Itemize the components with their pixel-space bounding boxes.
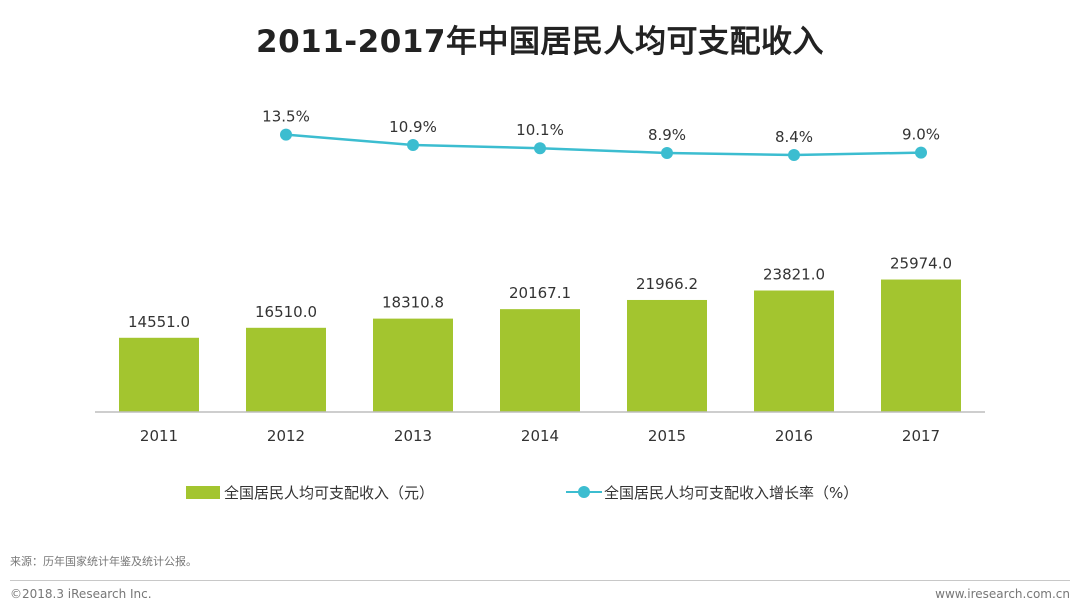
- bar-label-2015: 21966.2: [636, 275, 698, 293]
- x-tick-2016: 2016: [775, 427, 813, 445]
- legend-line-swatch: [566, 485, 602, 499]
- rate-point-2016: [788, 149, 800, 161]
- x-axis-tick-labels: 2011 2012 2013 2014 2015 2016 2017: [140, 427, 940, 445]
- bar-2014: [500, 309, 580, 412]
- bar-label-2013: 18310.8: [382, 294, 444, 312]
- bar-2012: [246, 327, 326, 412]
- bar-2017: [881, 279, 961, 412]
- bar-label-2012: 16510.0: [255, 303, 317, 321]
- bar-label-2014: 20167.1: [509, 284, 571, 302]
- growth-rate-points: [280, 128, 927, 161]
- legend-bar-label: 全国居民人均可支配收入（元）: [224, 483, 435, 502]
- footer-divider: [10, 580, 1070, 581]
- bar-2015: [627, 299, 707, 412]
- rate-label-2016: 8.4%: [775, 128, 813, 146]
- chart-title: 2011-2017年中国居民人均可支配收入: [256, 24, 824, 60]
- x-tick-2017: 2017: [902, 427, 940, 445]
- rate-label-2012: 13.5%: [262, 108, 310, 126]
- bar-label-2011: 14551.0: [128, 313, 190, 331]
- growth-rate-data-labels: 13.5% 10.9% 10.1% 8.9% 8.4% 9.0%: [262, 108, 940, 146]
- growth-rate-line: [285, 133, 922, 157]
- legend-item-line: 全国居民人均可支配收入增长率（%）: [566, 478, 858, 506]
- x-tick-2012: 2012: [267, 427, 305, 445]
- rate-point-2017: [915, 146, 927, 159]
- source-note: 来源：历年国家统计年鉴及统计公报。: [10, 555, 197, 568]
- bar-2013: [373, 318, 453, 412]
- rate-point-2012: [280, 128, 292, 141]
- chart-canvas: 14551.0 16510.0 18310.8 20167.1 21966.2 23821…: [95, 108, 985, 445]
- legend-item-bar: 全国居民人均可支配收入（元）: [186, 478, 434, 506]
- rate-label-2015: 8.9%: [648, 126, 686, 144]
- bar-2016: [754, 290, 834, 412]
- bar-label-2017: 25974.0: [890, 255, 952, 273]
- bar-data-labels: 14551.0 16510.0 18310.8 20167.1 21966.2 23821…: [128, 255, 952, 331]
- rate-point-2014: [534, 142, 546, 155]
- website-link[interactable]: www.iresearch.com.cn: [935, 587, 1070, 601]
- x-tick-2014: 2014: [521, 427, 559, 445]
- copyright-text: ©2018.3 iResearch Inc.: [10, 587, 152, 601]
- bar-2011: [119, 337, 199, 412]
- bar-series: [119, 279, 961, 412]
- legend: 全国居民人均可支配收入（元） 全国居民人均可支配收入增长率（%）: [0, 478, 1080, 506]
- rate-label-2017: 9.0%: [902, 126, 940, 144]
- x-tick-2011: 2011: [140, 427, 178, 445]
- rate-point-2013: [407, 139, 419, 151]
- rate-point-2015: [661, 147, 673, 159]
- legend-line-label: 全国居民人均可支配收入增长率（%）: [604, 483, 859, 502]
- rate-label-2014: 10.1%: [516, 121, 564, 139]
- x-tick-2013: 2013: [394, 427, 432, 445]
- x-tick-2015: 2015: [648, 427, 686, 445]
- legend-bar-swatch: [186, 485, 220, 499]
- rate-label-2013: 10.9%: [389, 118, 437, 136]
- bar-label-2016: 23821.0: [763, 266, 825, 284]
